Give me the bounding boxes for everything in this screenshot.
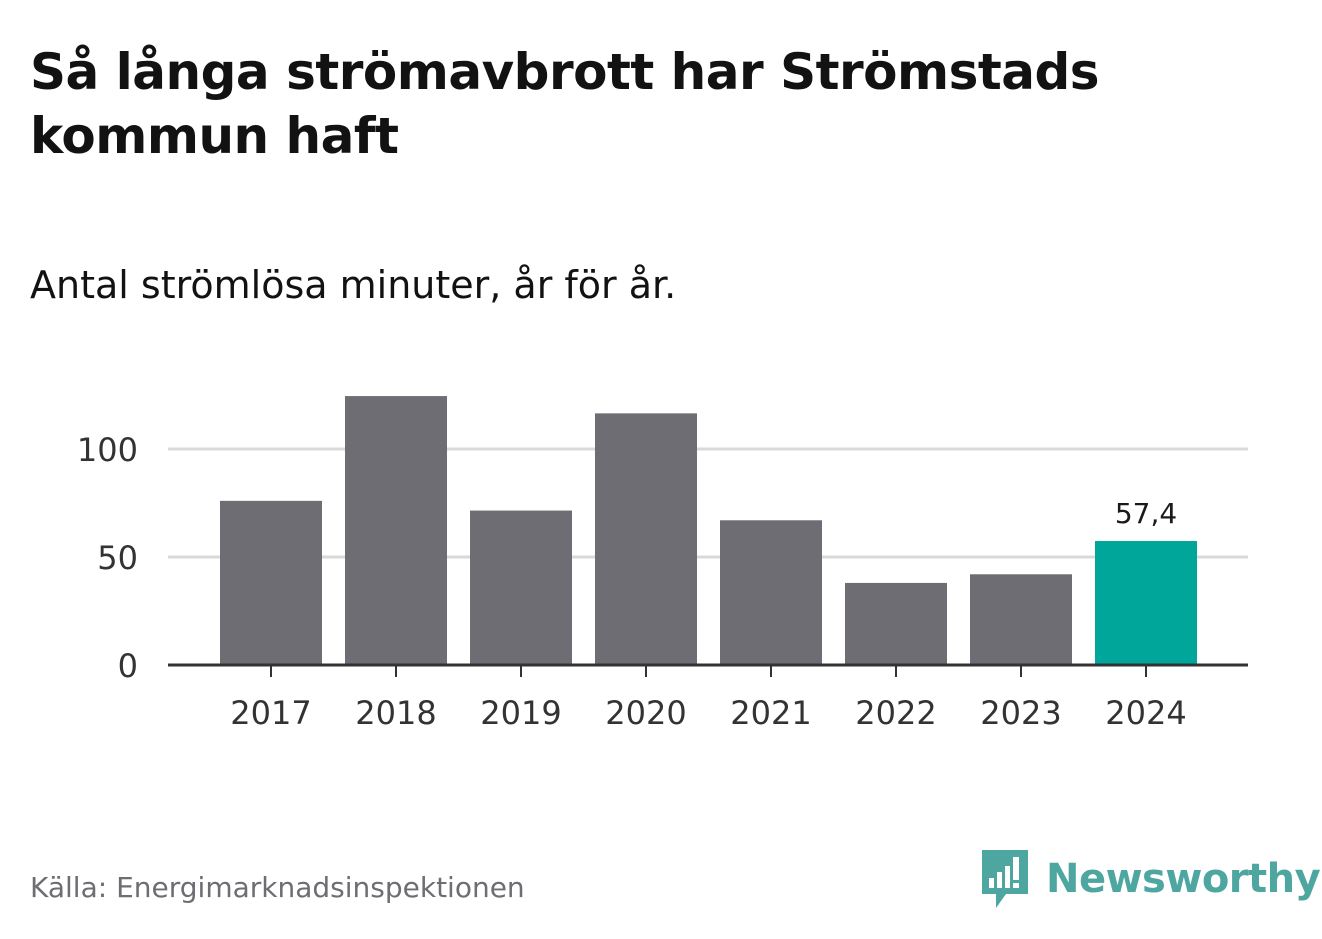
x-tick-label: 2022 [855, 694, 936, 732]
logo-bar-3 [1005, 866, 1010, 888]
newsworthy-logo-icon [982, 850, 1028, 908]
y-tick-label: 0 [118, 647, 138, 685]
logo-bar-5 [1013, 883, 1019, 888]
x-axis [168, 663, 1248, 677]
x-tick-label: 2021 [730, 694, 811, 732]
brand: Newsworthy [980, 848, 1321, 910]
bar-2018 [345, 396, 447, 665]
x-tick-label: 2023 [980, 694, 1061, 732]
labels: 0 50 100 2017 2018 2019 2020 2021 2022 2023 2024 57… [77, 431, 1187, 732]
bar-2023 [970, 574, 1072, 665]
logo-bar-2 [997, 872, 1002, 888]
bar-2019 [470, 510, 572, 665]
y-tick-label: 100 [77, 431, 138, 469]
logo-bar-4 [1013, 857, 1019, 880]
bar-2022 [845, 582, 947, 665]
y-tick-label: 50 [97, 539, 138, 577]
bar-2017 [220, 500, 322, 665]
bars [220, 396, 1197, 665]
chart-subtitle: Antal strömlösa minuter, år för år. [30, 263, 677, 307]
bar-2020 [595, 413, 697, 665]
x-tick-label: 2019 [480, 694, 561, 732]
bar-2024 [1095, 541, 1197, 665]
source-note: Källa: Energimarknadsinspektionen [30, 871, 525, 904]
x-tick-label: 2020 [605, 694, 686, 732]
x-tick-label: 2017 [230, 694, 311, 732]
x-tick-label: 2024 [1105, 694, 1186, 732]
data-label: 57,4 [1115, 497, 1177, 530]
gridlines [168, 447, 1248, 559]
logo-bar-1 [989, 878, 994, 888]
x-tick-label: 2018 [355, 694, 436, 732]
bar-2021 [720, 520, 822, 665]
chart-title: Så långa strömavbrott har Strömstads kom… [30, 43, 1100, 165]
brand-name: Newsworthy [1046, 856, 1321, 902]
